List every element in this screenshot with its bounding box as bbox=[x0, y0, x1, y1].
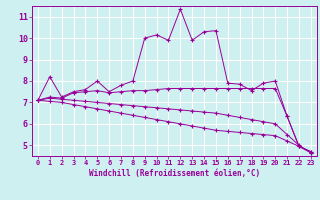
X-axis label: Windchill (Refroidissement éolien,°C): Windchill (Refroidissement éolien,°C) bbox=[89, 169, 260, 178]
